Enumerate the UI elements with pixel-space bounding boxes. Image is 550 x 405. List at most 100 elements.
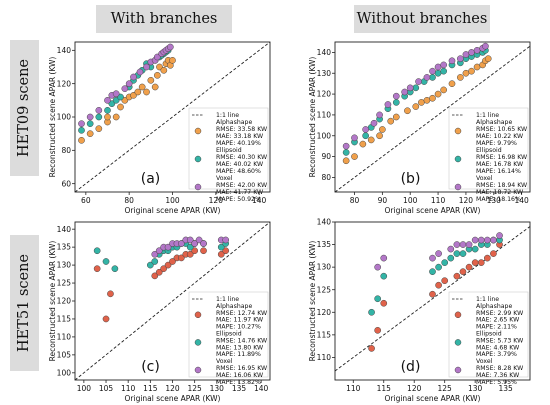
data-point-ellipsoid [95, 113, 103, 121]
legend-stat: MAPE: 10.27% [216, 324, 261, 331]
data-point-voxel [362, 126, 369, 133]
data-point-alphashape [160, 66, 168, 74]
y-tick-label: 100 [57, 113, 72, 122]
data-point-alphashape [392, 113, 400, 121]
legend-stat: MAE: 40.02 KW [216, 161, 263, 168]
data-point-alphashape [462, 69, 470, 77]
legend-series-name: Alphashape [216, 119, 252, 126]
y-tick-label: 105 [57, 350, 72, 359]
x-tick-label: 125 [187, 384, 202, 393]
x-tick-label: 130 [210, 384, 225, 393]
data-point-ellipsoid [93, 247, 101, 255]
x-tick-label: 80 [124, 196, 134, 205]
y-tick-label: 120 [57, 79, 72, 88]
data-point-alphashape [153, 71, 161, 79]
data-point-alphashape [222, 247, 230, 255]
legend-stat: RMSE: 18.94 KW [476, 182, 527, 189]
data-point-ellipsoid [453, 250, 461, 257]
legend-stat: RMSE: 33.58 KW [216, 126, 267, 133]
y-tick-label: 140 [57, 225, 72, 234]
data-point-alphashape [147, 76, 155, 84]
data-point-alphashape [138, 83, 146, 91]
x-axis-label: Original scene APAR (KW) [125, 394, 221, 403]
data-point-voxel [453, 241, 461, 248]
data-point-alphashape [217, 250, 225, 258]
x-tick-label: 125 [438, 384, 453, 393]
data-point-alphashape [440, 86, 447, 94]
data-point-alphashape [151, 83, 159, 91]
data-point-voxel [490, 236, 497, 244]
x-tick-label: 130 [468, 384, 483, 393]
one-to-one-line [74, 221, 271, 381]
legend-box [448, 291, 529, 378]
x-tick-label: 100 [165, 196, 180, 205]
legend-series-name: Ellipsoid [216, 331, 242, 338]
data-point-voxel [95, 106, 103, 114]
data-point-voxel [401, 88, 408, 96]
legend-series-name: Voxel [216, 358, 233, 365]
data-point-voxel [415, 78, 422, 85]
data-point-alphashape [191, 247, 199, 255]
data-point-voxel [195, 236, 203, 244]
data-point-ellipsoid [102, 258, 110, 265]
x-tick-label: 135 [232, 384, 247, 393]
data-point-alphashape [429, 94, 436, 102]
y-tick-label: 100 [317, 131, 332, 140]
data-point-voxel [222, 236, 230, 244]
legend-series-name: Ellipsoid [476, 147, 502, 154]
data-point-voxel [186, 236, 194, 244]
y-tick-label: 115 [57, 315, 72, 324]
legend-stat: RMSE: 14.76 KW [216, 337, 267, 344]
data-point-voxel [423, 74, 431, 81]
legend-one-to-one: 1:1 line [216, 112, 239, 119]
y-tick-label: 90 [321, 152, 331, 161]
legend-stat: RMSE: 10.65 KW [476, 126, 527, 133]
legend-marker [194, 183, 202, 191]
data-point-voxel [482, 42, 489, 50]
legend-marker [454, 339, 462, 346]
x-axis-label: Original scene APAR (KW) [385, 394, 481, 403]
data-point-alphashape [104, 113, 111, 121]
data-point-ellipsoid [380, 272, 388, 280]
x-tick-label: 135 [498, 384, 513, 393]
legend-one-to-one: 1:1 line [476, 296, 499, 303]
data-point-alphashape [434, 90, 442, 98]
data-point-alphashape [368, 345, 375, 352]
legend-stat: MAPE: 5.95% [476, 379, 517, 386]
data-point-alphashape [441, 277, 449, 285]
data-point-ellipsoid [104, 106, 111, 114]
x-axis-label: Original scene APAR (KW) [385, 206, 481, 215]
legend-stat: MAPE: 40.19% [216, 140, 261, 147]
legend-stat: MAE: 2.65 KW [476, 317, 519, 324]
legend-stat: MAPE: 48.60% [216, 168, 261, 175]
data-point-alphashape [134, 88, 142, 96]
data-point-alphashape [351, 153, 358, 160]
legend-box [188, 291, 269, 378]
data-point-voxel [384, 101, 392, 108]
data-point-alphashape [379, 126, 386, 133]
data-point-alphashape [484, 55, 492, 63]
y-tick-label: 135 [57, 243, 72, 252]
data-point-ellipsoid [441, 259, 449, 266]
data-point-alphashape [387, 117, 395, 125]
data-point-alphashape [200, 247, 207, 255]
y-axis-label: Reconstructed scene APAR (KW) [308, 57, 317, 178]
column-header-with-branches: With branches [96, 5, 232, 33]
panel-label: (c) [141, 359, 160, 375]
data-point-voxel [440, 61, 447, 69]
x-tick-label: 120 [459, 196, 474, 205]
legend-box [188, 107, 269, 190]
data-point-voxel [86, 113, 94, 121]
x-tick-label: 60 [81, 196, 91, 205]
data-point-ellipsoid [78, 126, 85, 134]
panel-label: (b) [401, 171, 421, 187]
x-tick-label: 110 [431, 196, 446, 205]
data-point-voxel [429, 67, 436, 75]
y-axis-label: Reconstructed scene APAR (KW) [48, 241, 57, 362]
legend-stat: RMSE: 2.99 KW [476, 310, 523, 317]
row-header-het09-text: HET09 scene [16, 58, 33, 158]
scatter-panel-c: 100 105 110 115 120 125 130 135 140 100 105 110 115 1… [48, 221, 271, 403]
data-point-voxel [370, 119, 378, 127]
data-point-alphashape [107, 290, 114, 298]
data-point-ellipsoid [447, 254, 455, 262]
